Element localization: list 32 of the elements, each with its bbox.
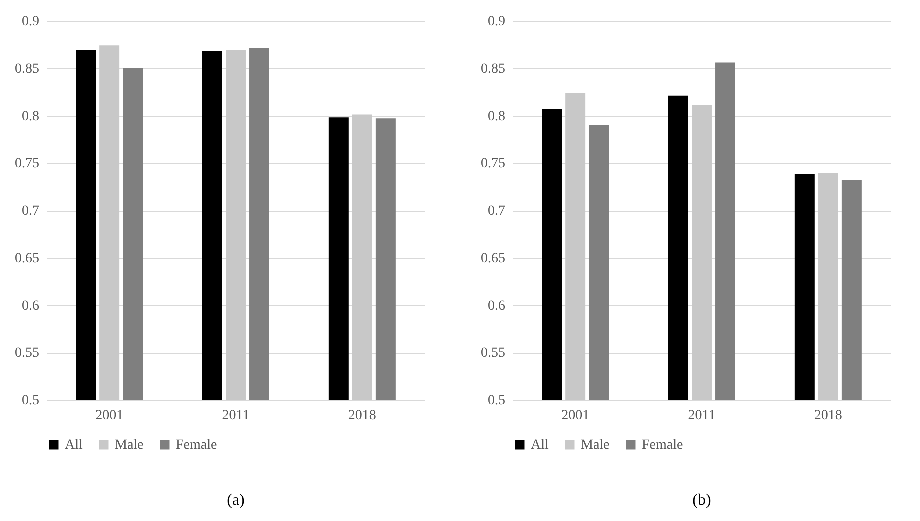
y-tick-label: 0.65 xyxy=(15,251,40,266)
x-tick-label: 2011 xyxy=(222,408,250,424)
y-tick-label: 0.55 xyxy=(15,346,40,362)
x-tick-label: 2011 xyxy=(688,408,716,424)
y-tick-label: 0.7 xyxy=(488,204,506,219)
y-tick-label: 0.85 xyxy=(481,62,506,77)
legend-label: All xyxy=(531,438,549,453)
x-tick-label: 2001 xyxy=(96,408,124,424)
y-tick-label: 0.65 xyxy=(481,251,506,266)
y-tick-label: 0.8 xyxy=(488,109,506,124)
legend-label: Male xyxy=(581,438,610,453)
x-tick-label: 2018 xyxy=(348,408,376,424)
y-tick-label: 0.75 xyxy=(15,156,40,172)
text: (a) xyxy=(227,492,245,509)
y-tick-label: 0.55 xyxy=(481,346,506,362)
y-tick-label: 0.6 xyxy=(22,298,40,314)
y-tick-label: 0.75 xyxy=(481,156,506,172)
y-tick-label: 0.9 xyxy=(22,14,40,30)
x-tick-label: 2001 xyxy=(562,408,590,424)
y-tick-label: 0.8 xyxy=(22,109,40,124)
legend-label: Female xyxy=(642,438,684,453)
y-tick-label: 0.85 xyxy=(15,62,40,77)
x-tick-label: 2018 xyxy=(814,408,842,424)
y-tick-label: 0.7 xyxy=(22,204,40,219)
y-tick-label: 0.6 xyxy=(488,298,506,314)
y-tick-label: 0.9 xyxy=(488,14,506,30)
text: (b) xyxy=(692,492,712,509)
y-tick-label: 0.5 xyxy=(488,394,506,408)
legend-label: Male xyxy=(115,438,144,453)
legend-label: Female xyxy=(176,438,218,453)
legend-label: All xyxy=(65,438,83,453)
y-tick-label: 0.5 xyxy=(22,394,40,408)
